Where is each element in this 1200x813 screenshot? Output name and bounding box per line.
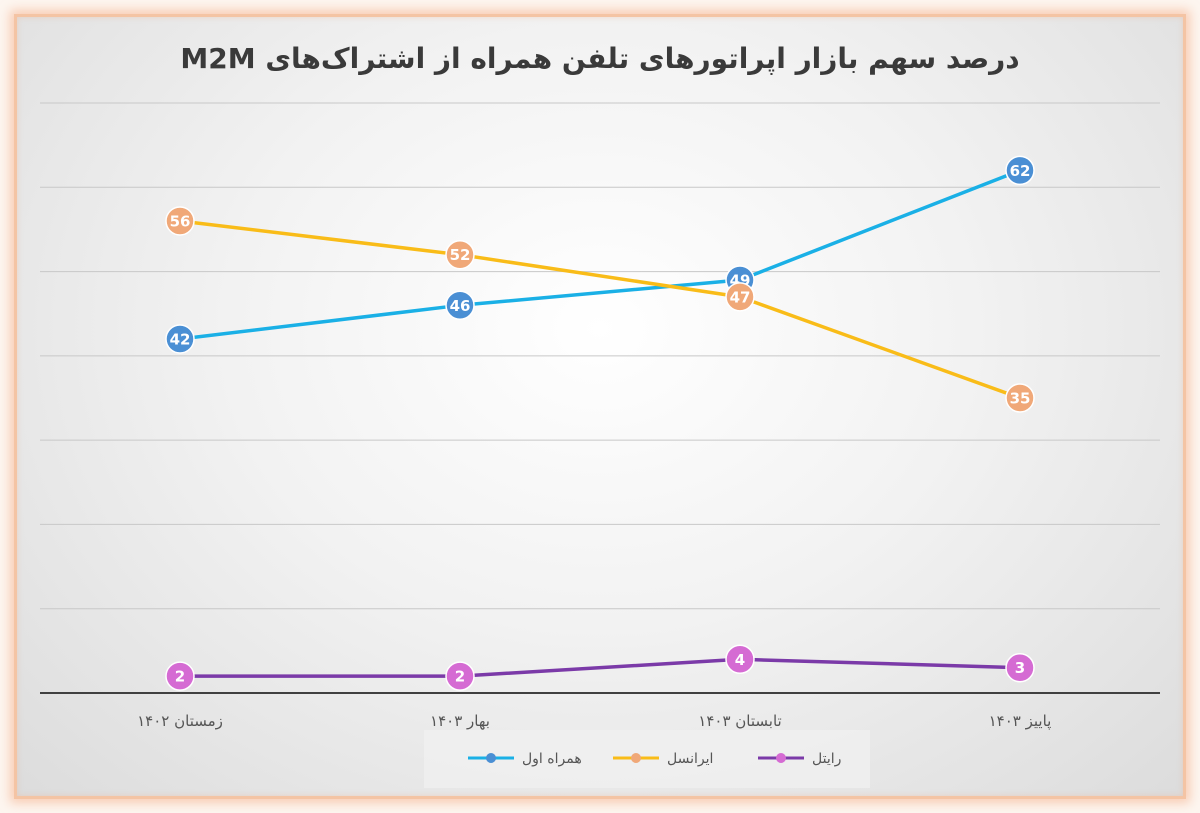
- data-point: [445, 239, 475, 270]
- data-label: 46: [450, 297, 471, 315]
- data-label: 35: [1010, 390, 1031, 408]
- series-lines: [179, 168, 1021, 678]
- legend-label: رایتل: [812, 751, 841, 767]
- legend-swatch-marker: [631, 753, 641, 763]
- data-label: 4: [735, 651, 745, 669]
- data-point: [445, 661, 475, 691]
- data-point: [725, 644, 755, 675]
- legend-swatch-marker: [776, 753, 786, 763]
- data-point: [445, 290, 475, 321]
- x-tick-label: پاییز ۱۴۰۳: [989, 712, 1052, 731]
- x-axis: زمستان ۱۴۰۲ بهار ۱۴۰۳ تابستان ۱۴۰۳ پاییز ۱۴…: [40, 692, 1160, 731]
- data-point: [1005, 155, 1035, 186]
- data-point: [725, 282, 755, 312]
- legend-swatch-marker: [486, 753, 496, 763]
- x-tick-label: تابستان ۱۴۰۳: [698, 712, 781, 730]
- data-label: 56: [170, 213, 191, 231]
- data-point: [165, 661, 195, 691]
- data-label: 52: [450, 246, 471, 264]
- data-label: 62: [1010, 162, 1031, 180]
- x-tick-label: زمستان ۱۴۰۲: [137, 712, 223, 730]
- series-line: [179, 168, 1021, 341]
- gridlines: [40, 102, 1160, 610]
- data-point: [165, 324, 195, 354]
- series-line: [179, 219, 1021, 400]
- data-point: [1005, 383, 1035, 413]
- data-label: 47: [730, 288, 751, 306]
- data-label: 2: [455, 668, 465, 686]
- legend: همراه اول ایرانسل رایتل: [424, 730, 870, 788]
- data-label: 3: [1015, 659, 1025, 677]
- legend-label: همراه اول: [522, 751, 582, 767]
- data-point: [165, 206, 195, 236]
- data-label: 2: [175, 668, 185, 686]
- x-tick-label: بهار ۱۴۰۳: [430, 712, 490, 730]
- data-point: [1005, 652, 1035, 683]
- series-line: [180, 657, 1021, 678]
- chart-title: درصد سهم بازار اپراتورهای تلفن همراه از …: [180, 42, 1019, 75]
- data-label: 42: [170, 331, 191, 349]
- legend-label: ایرانسل: [667, 751, 713, 767]
